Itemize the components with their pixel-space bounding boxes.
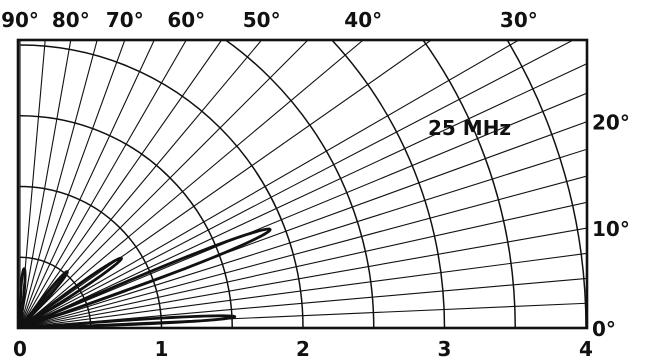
elevation-labels-top: 90° 80° 70° 60° 50° 40° 30° [1, 8, 538, 32]
elevation-label-90: 90° [1, 8, 39, 32]
elevation-ray-65 [19, 40, 155, 328]
range-labels-bottom: 0 1 2 3 4 [13, 337, 593, 361]
elevation-ray-10 [19, 227, 587, 328]
lobe-4 [18, 270, 69, 328]
range-label-1: 1 [155, 337, 169, 361]
elevation-ray-25 [19, 63, 587, 328]
frequency-annotation: 25 MHz [428, 116, 511, 140]
elevation-label-0: 0° [592, 317, 616, 341]
elevation-ray-55 [19, 40, 223, 328]
elevation-label-10: 10° [592, 217, 630, 241]
range-label-4: 4 [579, 337, 593, 361]
elevation-ray-7.5 [19, 252, 587, 328]
elevation-label-80: 80° [52, 8, 90, 32]
lobe-5 [18, 267, 27, 328]
elevation-ray-15 [19, 175, 587, 328]
elevation-ray-75 [19, 40, 98, 328]
elevation-label-70: 70° [106, 8, 144, 32]
elevation-label-20: 20° [592, 111, 630, 135]
range-arc-2.5 [224, 40, 375, 328]
elevation-ray-27.5 [19, 40, 574, 328]
elevation-ray-12.5 [19, 201, 587, 328]
elevation-ray-70 [19, 40, 126, 328]
elevation-ray-45 [19, 40, 309, 328]
elevation-ray-40 [19, 40, 364, 328]
elevation-label-60: 60° [167, 8, 205, 32]
elevation-ray-80 [19, 40, 72, 328]
elevation-labels-right: 20° 10° 0° [592, 111, 630, 341]
elevation-ray-22.5 [19, 92, 587, 328]
elevation-rays [19, 40, 587, 328]
elevation-ray-50 [19, 40, 263, 328]
elevation-label-30: 30° [500, 8, 538, 32]
range-arc-4 [506, 40, 587, 328]
elevation-label-50: 50° [243, 8, 281, 32]
range-arc-3 [330, 40, 446, 328]
elevation-ray-17.5 [19, 148, 587, 328]
elevation-ray-35 [19, 40, 432, 328]
range-arc-3.5 [421, 40, 516, 328]
range-label-0: 0 [13, 337, 27, 361]
lobe-3 [18, 256, 123, 328]
range-label-2: 2 [296, 337, 310, 361]
elevation-ray-60 [19, 40, 187, 328]
lobe-2 [18, 227, 272, 328]
elevation-label-40: 40° [344, 8, 382, 32]
radiation-lobes [18, 227, 272, 328]
range-label-3: 3 [438, 337, 452, 361]
plot-frame [16, 38, 589, 330]
elevation-ray-30 [19, 40, 520, 328]
lobe-1 [18, 314, 237, 328]
